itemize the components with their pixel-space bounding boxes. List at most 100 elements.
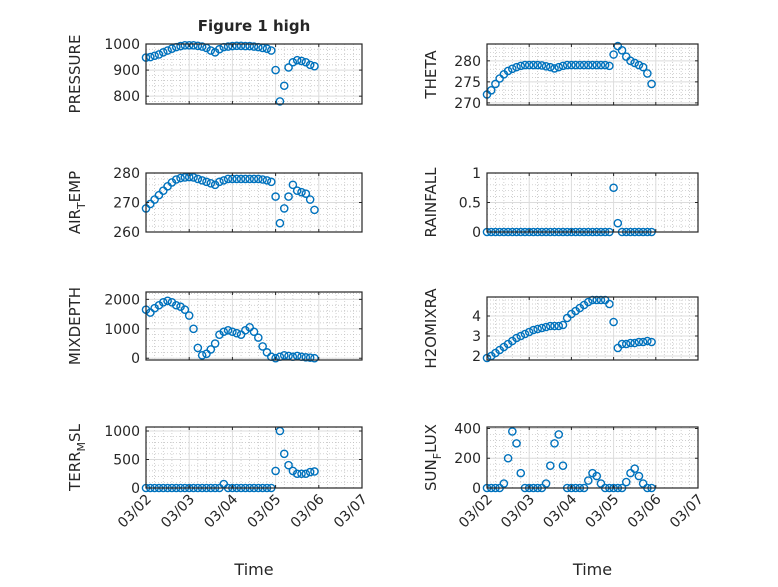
data-point — [310, 353, 319, 363]
subplot-h2omixra: 2 3 4 H2OMIXRA — [422, 288, 699, 369]
data-point — [279, 350, 289, 360]
data-point — [546, 321, 555, 331]
data-point — [596, 479, 606, 488]
data-point — [266, 177, 276, 187]
data-point — [202, 349, 211, 359]
data-point — [154, 190, 164, 200]
y-tick-label: 2000 — [104, 292, 140, 308]
data-point — [546, 62, 555, 72]
data-point — [554, 430, 564, 439]
data-point — [262, 348, 272, 357]
y-tick-label: 1000 — [104, 322, 140, 338]
x-tick-label: 03/02 — [115, 492, 155, 532]
data-point — [236, 174, 246, 184]
x-tick-label: 03/02 — [456, 492, 496, 532]
y-tick-label: 0 — [472, 225, 481, 241]
data-point — [512, 333, 521, 343]
data-point — [146, 308, 155, 317]
data-point — [638, 337, 648, 347]
data-point — [171, 300, 181, 310]
data-point — [301, 469, 311, 479]
label-subscript: T — [75, 202, 88, 210]
data-point — [609, 317, 618, 327]
data-point — [176, 41, 185, 51]
data-point — [297, 187, 306, 197]
data-point — [197, 350, 207, 360]
data-point — [558, 461, 568, 470]
data-point — [503, 453, 513, 463]
data-point — [146, 52, 155, 62]
y-tick-label: 900 — [113, 63, 140, 79]
y-tick-label: 3 — [472, 329, 481, 345]
data-point — [310, 467, 319, 476]
y-axis-label: MIXDEPTH — [66, 287, 84, 365]
label-text: RAINFALL — [422, 167, 440, 238]
data-point — [189, 41, 198, 50]
y-axis-label: RAINFALL — [422, 167, 440, 238]
data-point — [241, 174, 250, 184]
data-point — [236, 330, 246, 339]
data-point — [236, 41, 246, 51]
label-text: TERR — [66, 451, 84, 492]
data-point — [541, 322, 551, 332]
data-point — [284, 63, 293, 72]
data-point — [249, 174, 259, 184]
subplot-mixdepth: 0 1000 2000 MIXDEPTH — [66, 287, 363, 367]
data-point — [288, 57, 298, 67]
label-text: H2OMIXRA — [422, 288, 440, 369]
axes-background — [487, 427, 698, 488]
data-point — [630, 464, 640, 473]
data-point — [588, 60, 597, 70]
data-point — [193, 41, 203, 51]
data-point — [630, 58, 640, 68]
data-point — [583, 476, 593, 485]
data-point — [197, 176, 207, 185]
data-point — [215, 44, 224, 54]
data-point — [163, 46, 172, 55]
x-tick-label: 03/07 — [667, 492, 707, 532]
subplot-theta: 270 275 280 THETA — [422, 41, 699, 112]
data-point — [279, 449, 289, 459]
x-tick-label: 03/04 — [201, 491, 241, 531]
axes-box — [145, 43, 363, 105]
axes-box — [145, 426, 363, 489]
data-point — [567, 60, 576, 70]
data-point — [297, 469, 306, 479]
axes-background — [146, 44, 362, 104]
axes-box — [486, 296, 699, 361]
data-point — [617, 46, 627, 55]
data-point — [499, 479, 509, 488]
data-point — [541, 479, 551, 488]
data-point — [647, 79, 656, 89]
data-point — [508, 427, 517, 436]
data-point — [228, 41, 237, 51]
data-point — [520, 329, 530, 339]
data-point — [297, 56, 306, 66]
data-point — [284, 460, 293, 470]
data-point — [254, 174, 263, 184]
data-point — [621, 477, 631, 487]
data-point — [210, 339, 220, 348]
data-point — [638, 479, 648, 488]
subplot-air-temp: 260 270 280 AIRTEMP — [66, 166, 363, 241]
data-point — [171, 175, 181, 184]
data-point — [600, 60, 610, 70]
data-point — [550, 439, 559, 448]
data-point — [206, 46, 216, 55]
data-point — [241, 41, 250, 51]
data-point — [550, 64, 559, 73]
y-axis-label: SUNFLUX — [422, 424, 444, 491]
label-subscript: F — [431, 453, 444, 459]
y-tick-label: 500 — [113, 452, 140, 468]
data-point — [258, 342, 267, 351]
data-point — [630, 338, 640, 348]
data-point — [512, 62, 521, 72]
data-point — [266, 46, 276, 55]
data-point — [617, 339, 627, 349]
axes-box — [145, 291, 363, 361]
data-point — [301, 57, 311, 67]
data-point — [626, 56, 635, 66]
data-point — [508, 64, 517, 74]
subplot-rainfall: 0 0.5 1 RAINFALL — [422, 166, 699, 241]
y-axis-label: AIRTEMP — [66, 171, 88, 234]
